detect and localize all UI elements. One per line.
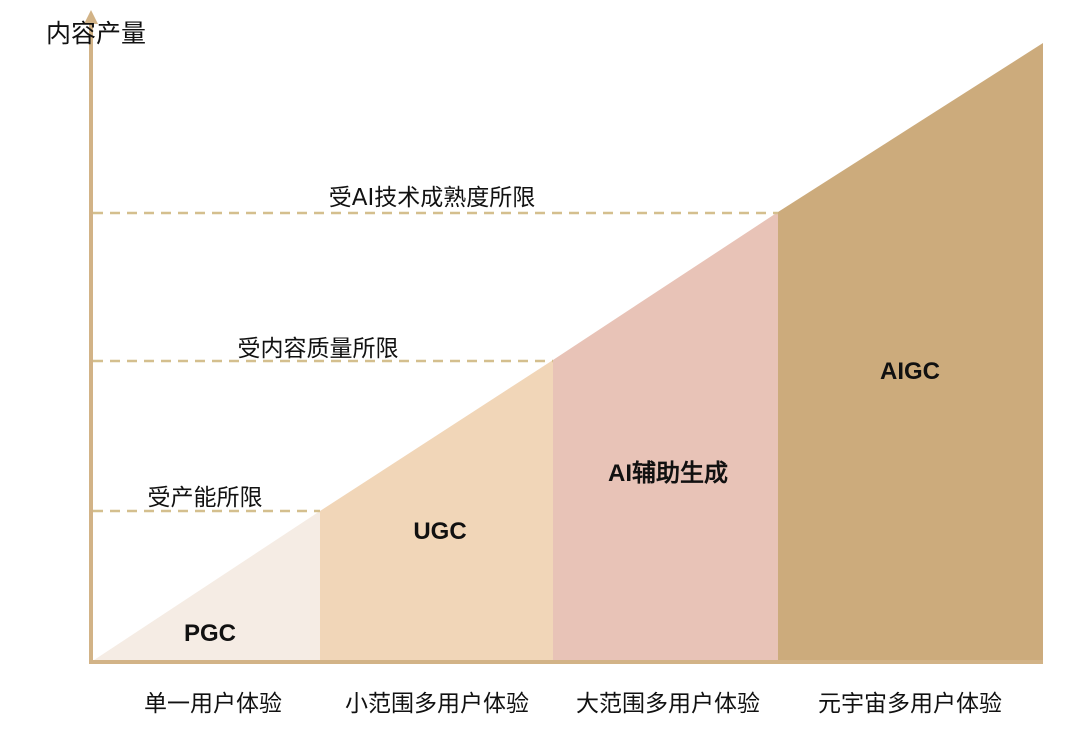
y-axis-label: 内容产量: [46, 19, 147, 48]
category-label: 大范围多用户体验: [576, 691, 760, 717]
zone-label-pgc: PGC: [183, 620, 237, 647]
zone-label-ugc: UGC: [413, 518, 467, 545]
limit-label-quality: 受内容质量所限: [237, 336, 399, 362]
y-axis-arrow-icon: [84, 10, 98, 24]
limit-label-ai-maturity: 受AI技术成熟度所限: [328, 185, 536, 211]
ai-assisted-region: [553, 212, 778, 662]
category-label: 小范围多用户体验: [345, 691, 529, 717]
ugc-region: [320, 360, 553, 662]
zone-label-ai-assisted: AI辅助生成: [608, 460, 728, 487]
zone-label-aigc: AIGC: [880, 358, 940, 385]
category-label: 元宇宙多用户体验: [818, 691, 1002, 717]
aigc-region: [778, 43, 1043, 662]
limit-label-capacity: 受产能所限: [147, 485, 263, 511]
pgc-region: [91, 511, 320, 662]
category-label: 单一用户体验: [144, 691, 282, 717]
